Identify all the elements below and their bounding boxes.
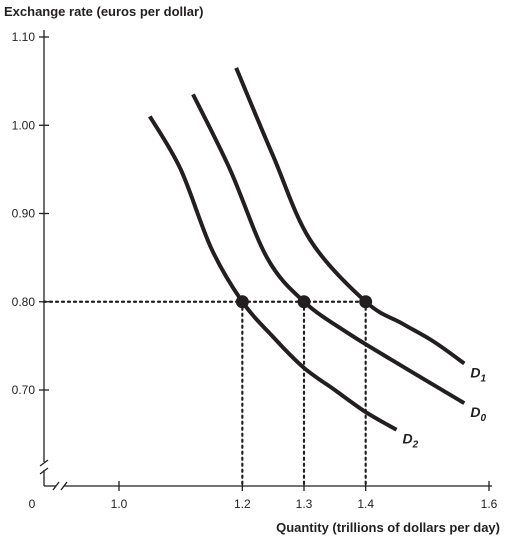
y-tick-label: 0.80 <box>12 295 36 309</box>
x-tick-label: 1.4 <box>357 497 374 511</box>
y-tick-label: 1.00 <box>12 118 36 132</box>
x-tick-label: 1.2 <box>234 497 251 511</box>
y-axis-title: Exchange rate (euros per dollar) <box>4 4 203 19</box>
x-axis-break-mark <box>52 481 60 491</box>
equilibrium-point <box>359 295 373 309</box>
y-tick-label: 1.10 <box>12 30 36 44</box>
y-tick-label: 0.70 <box>12 383 36 397</box>
curve-label-subscript: 2 <box>412 440 419 451</box>
x-tick-label: 1.0 <box>111 497 128 511</box>
demand-curve-d0 <box>191 93 466 405</box>
x-axis-break-mark <box>60 481 68 491</box>
demand-curve-d2 <box>148 115 398 432</box>
curve-label-d0: D0 <box>470 404 486 424</box>
demand-curve-d1 <box>234 67 466 366</box>
equilibrium-point <box>235 295 249 309</box>
y-axis-break-mark <box>39 459 49 467</box>
curve-label-d1: D1 <box>470 365 486 385</box>
curve-label-subscript: 0 <box>480 413 486 424</box>
curve-label-d2: D2 <box>403 431 419 451</box>
x-axis-title: Quantity (trillions of dollars per day) <box>276 520 500 535</box>
x-tick-label: 1.3 <box>296 497 313 511</box>
x-tick-label: 1.6 <box>481 497 498 511</box>
y-tick-label: 0.90 <box>12 207 36 221</box>
curve-label-subscript: 1 <box>480 374 486 385</box>
y-axis-break-mark <box>39 467 49 475</box>
origin-label: 0 <box>29 497 36 511</box>
equilibrium-point <box>297 295 311 309</box>
